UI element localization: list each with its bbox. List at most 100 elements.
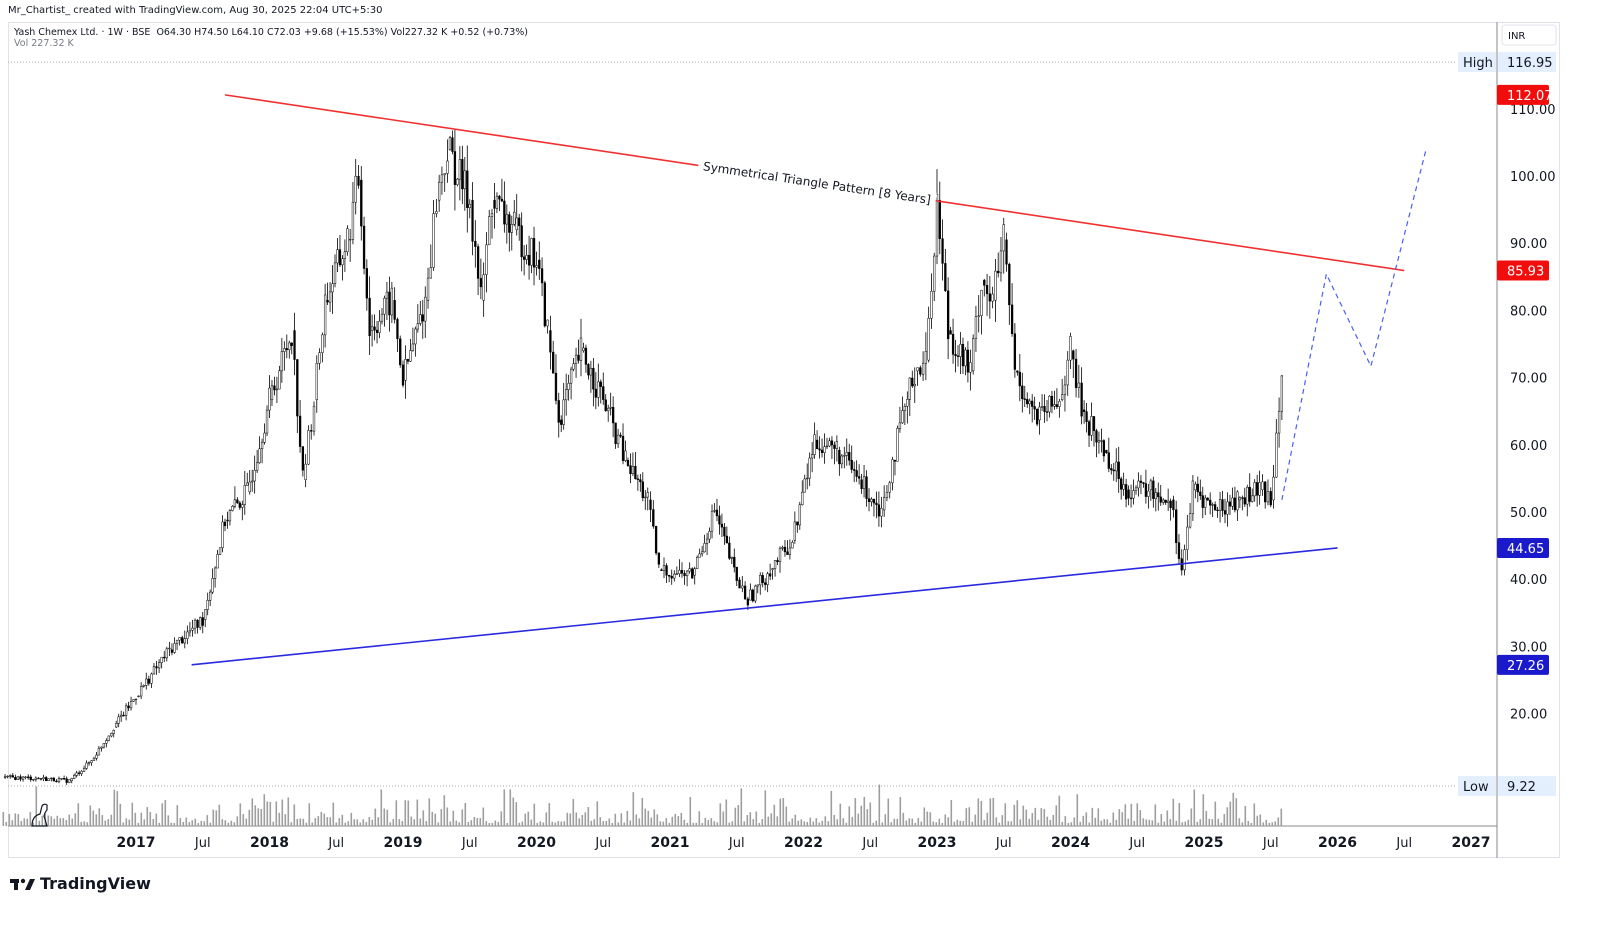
x-tick-label: 2020 xyxy=(517,835,556,851)
candle-body xyxy=(341,258,344,266)
candle-body xyxy=(631,465,635,474)
volume-bar xyxy=(632,792,635,826)
y-tick-label: 80.00 xyxy=(1510,304,1547,319)
candle-body xyxy=(488,216,491,246)
candle-body xyxy=(870,498,873,503)
volume-bar xyxy=(1082,815,1085,826)
candle-body xyxy=(788,547,792,555)
volume-bar xyxy=(530,819,533,826)
candle-body xyxy=(42,777,45,780)
candle-body xyxy=(137,695,140,698)
candle-body xyxy=(1120,478,1123,490)
candle-body xyxy=(720,523,724,528)
candle-body xyxy=(793,521,796,541)
x-tick-label: Jul xyxy=(194,836,211,851)
candle-body xyxy=(597,381,600,398)
candle-body xyxy=(1175,509,1178,543)
candle-body xyxy=(451,137,454,152)
candle-body xyxy=(673,573,676,579)
candle-body xyxy=(27,776,30,778)
candle-body xyxy=(1013,333,1017,370)
volume-bar xyxy=(272,821,275,826)
candle-body xyxy=(301,446,305,471)
volume-bar xyxy=(887,798,890,826)
candle-body xyxy=(557,400,560,423)
price-tag-bg xyxy=(1497,654,1549,675)
legend-vol-label: Vol xyxy=(14,38,29,49)
candle-body xyxy=(525,255,528,260)
candle-body xyxy=(365,268,368,299)
x-tick-label: 2025 xyxy=(1185,835,1224,851)
volume-bar xyxy=(56,815,59,826)
volume-bar xyxy=(1142,818,1145,826)
candle-body xyxy=(238,502,241,508)
volume-bar xyxy=(443,795,446,826)
volume-bar xyxy=(1244,805,1247,826)
volume-bar xyxy=(1010,821,1013,826)
volume-bar xyxy=(662,821,665,826)
volume-bar xyxy=(188,822,191,826)
volume-bar xyxy=(143,819,146,826)
volume-bar xyxy=(245,818,248,826)
chart-legend: Yash Chemex Ltd. · 1W · BSE O64.30 H74.5… xyxy=(14,27,528,49)
candle-body xyxy=(293,330,296,360)
candle-body xyxy=(835,441,839,449)
volume-bar xyxy=(872,822,875,826)
candle-body xyxy=(312,405,316,432)
candle-body xyxy=(1127,489,1130,499)
candle-body xyxy=(657,552,661,565)
volume-bar xyxy=(956,819,959,826)
candle-body xyxy=(898,422,902,429)
candle-body xyxy=(112,729,115,734)
volume-bar xyxy=(308,803,311,826)
candle-body xyxy=(248,481,251,493)
volume-bar xyxy=(263,794,266,826)
candle-body xyxy=(298,415,302,447)
candle-body xyxy=(1142,482,1145,484)
candle-body xyxy=(468,203,471,208)
candle-body xyxy=(646,492,649,498)
volume-bar xyxy=(827,821,830,826)
candle-body xyxy=(373,326,376,331)
high-label-bg xyxy=(1458,52,1496,73)
candle-body xyxy=(1063,384,1067,395)
candle-body xyxy=(181,637,184,644)
candle-body xyxy=(318,352,321,364)
volume-bar xyxy=(1166,810,1169,826)
candle-body xyxy=(1213,504,1217,511)
y-tick-label: 60.00 xyxy=(1510,439,1547,454)
candle-body xyxy=(170,649,174,653)
candle-body xyxy=(1038,406,1041,421)
candle-body xyxy=(155,666,158,669)
volume-bar xyxy=(428,798,431,826)
volume-bar xyxy=(593,819,596,826)
volume-bar xyxy=(437,822,440,826)
volume-bar xyxy=(1154,804,1157,826)
volume-bar xyxy=(1118,809,1121,826)
volume-bar xyxy=(851,816,854,826)
candle-body xyxy=(1191,480,1195,514)
candle-body xyxy=(535,265,538,268)
volume-bar xyxy=(38,820,41,826)
volume-bar xyxy=(542,822,545,826)
volume-bar xyxy=(434,813,437,826)
volume-bar xyxy=(380,789,383,826)
candle-body xyxy=(961,344,965,367)
volume-bar xyxy=(332,802,335,826)
volume-bar xyxy=(608,818,611,826)
candle-body xyxy=(607,407,610,412)
volume-bar xyxy=(755,811,758,826)
volume-bar xyxy=(914,822,917,826)
chart-frame xyxy=(8,22,1560,858)
candle-body xyxy=(6,775,9,778)
volume-bar xyxy=(170,822,173,826)
volume-bar xyxy=(1076,794,1079,826)
volume-bar xyxy=(677,816,680,826)
volume-bar xyxy=(248,809,251,826)
volume-bar xyxy=(968,807,971,826)
volume-bar xyxy=(1133,820,1136,826)
volume-bar xyxy=(20,820,23,826)
candle-body xyxy=(1248,486,1251,502)
volume-bar xyxy=(824,816,827,826)
